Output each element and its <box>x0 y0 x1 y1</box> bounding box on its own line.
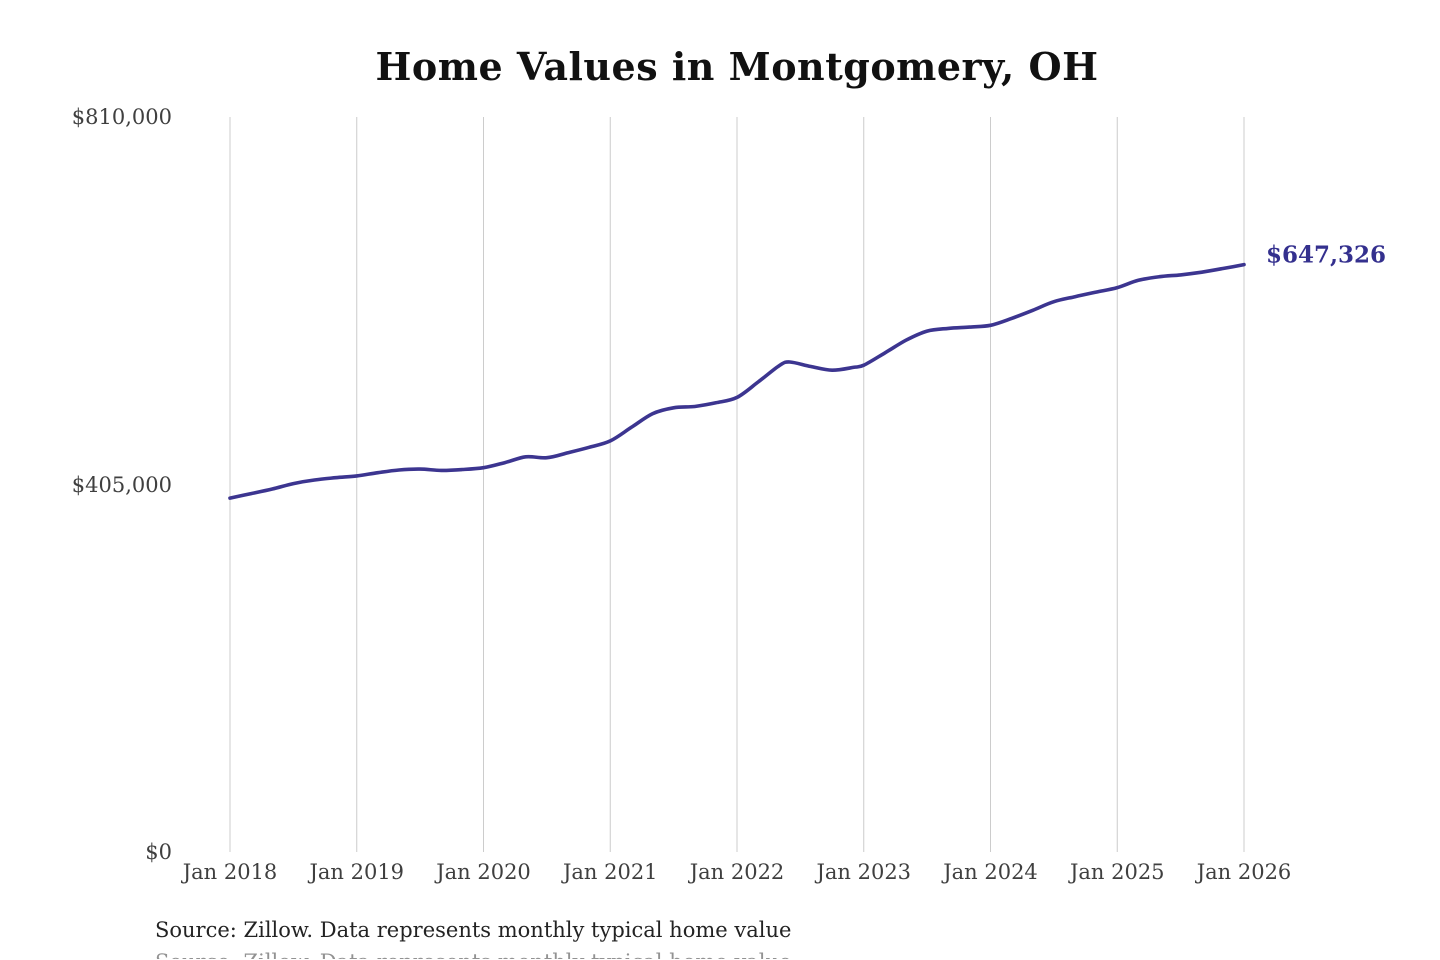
gridline-group <box>229 117 1245 852</box>
cutoff-text: Source: Zillow. Data represents monthly … <box>155 950 791 959</box>
x-tick-label: Jan 2019 <box>309 860 405 884</box>
source-note: Source: Zillow. Data represents monthly … <box>155 918 792 942</box>
chart-title: Home Values in Montgomery, OH <box>375 44 1099 89</box>
y-tick-label: $810,000 <box>71 105 172 129</box>
x-tick-label: Jan 2022 <box>689 860 785 884</box>
x-tick-label: Jan 2025 <box>1069 860 1165 884</box>
y-tick-label: $0 <box>145 840 172 864</box>
y-tick-label: $405,000 <box>71 472 172 497</box>
x-tick-label: Jan 2021 <box>562 860 658 884</box>
x-tick-label: Jan 2018 <box>182 860 278 884</box>
x-tick-label: Jan 2020 <box>436 860 531 884</box>
home-value-line-series <box>228 262 1246 500</box>
x-tick-label: Jan 2023 <box>816 860 912 884</box>
x-tick-label: Jan 2024 <box>943 860 1038 884</box>
cutoff-text-sliver: Source: Zillow. Data represents monthly … <box>155 950 875 959</box>
latest-value-label: $647,326 <box>1266 241 1387 269</box>
x-tick-label: Jan 2026 <box>1196 860 1292 884</box>
